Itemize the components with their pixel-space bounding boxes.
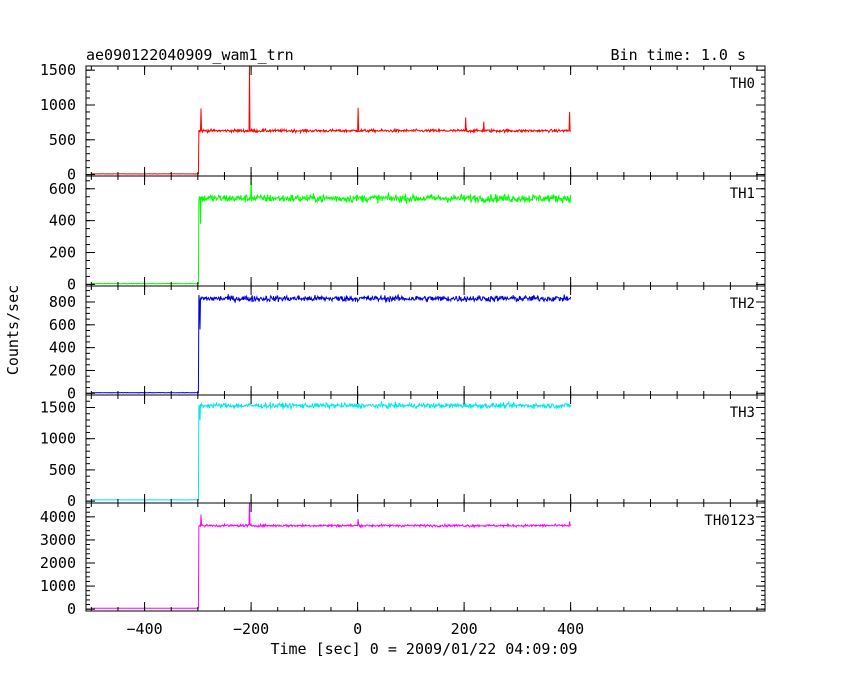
panel-th0123: 0 1000 2000 3000 4000 TH0123 bbox=[40, 502, 766, 618]
y-tick-label: 1000 bbox=[40, 430, 76, 448]
y-tick-label: 1000 bbox=[40, 577, 76, 595]
series-line-th3 bbox=[91, 400, 572, 501]
panel-th0: 0 500 1000 1500 TH0 bbox=[40, 61, 766, 184]
y-tick-label: 0 bbox=[67, 275, 76, 293]
chart-title: ae090122040909_wam1_trn bbox=[86, 46, 294, 64]
series-line-th1 bbox=[91, 176, 572, 285]
series-line-th2 bbox=[91, 294, 572, 394]
panel-th1: 0 200 400 600 TH1 bbox=[49, 175, 766, 293]
panel-th3: 0 500 1000 1500 TH3 bbox=[40, 394, 766, 510]
bin-time-label: Bin time: 1.0 s bbox=[611, 46, 746, 64]
panel-label-th0123: TH0123 bbox=[704, 513, 755, 529]
x-tick-label: −400 bbox=[127, 620, 163, 638]
panel-label-th1: TH1 bbox=[730, 186, 755, 202]
y-tick-label: 0 bbox=[67, 492, 76, 510]
y-tick-label: 200 bbox=[49, 361, 76, 379]
series-line-th0123 bbox=[91, 503, 572, 609]
y-tick-label: 2000 bbox=[40, 554, 76, 572]
panel-label-th2: TH2 bbox=[730, 296, 755, 312]
panel-th2: 0 200 400 600 800 TH2 bbox=[49, 285, 766, 402]
y-tick-label: 0 bbox=[67, 600, 76, 618]
y-tick-label: 400 bbox=[49, 212, 76, 230]
y-tick-label: 1500 bbox=[40, 61, 76, 79]
y-tick-label: 500 bbox=[49, 461, 76, 479]
y-tick-label: 0 bbox=[67, 166, 76, 184]
x-axis-title: Time [sec] 0 = 2009/01/22 04:09:09 bbox=[270, 640, 577, 658]
panel-frame bbox=[85, 394, 766, 504]
y-tick-label: 200 bbox=[49, 244, 76, 262]
y-tick-label: 1500 bbox=[40, 398, 76, 416]
y-axis-title: Counts/sec bbox=[4, 285, 22, 375]
panel-frame bbox=[85, 175, 766, 287]
x-tick-labels: −400 −200 0 200 400 bbox=[127, 620, 585, 638]
y-tick-label: 800 bbox=[49, 293, 76, 311]
y-tick-label: 4000 bbox=[40, 508, 76, 526]
y-tick-label: 500 bbox=[49, 131, 76, 149]
y-tick-label: 0 bbox=[67, 384, 76, 402]
y-tick-label: 3000 bbox=[40, 531, 76, 549]
y-tick-label: 600 bbox=[49, 180, 76, 198]
panel-label-th3: TH3 bbox=[730, 405, 755, 421]
y-tick-label: 600 bbox=[49, 316, 76, 334]
panel-frame bbox=[85, 65, 766, 177]
series-line-th0 bbox=[91, 66, 572, 175]
panels-layer: 0 500 1000 1500 TH0 0 200 400 600 TH1 0 200 400 600 80… bbox=[40, 61, 766, 618]
y-tick-label: 1000 bbox=[40, 96, 76, 114]
x-tick-label: 200 bbox=[451, 620, 478, 638]
x-tick-label: 0 bbox=[353, 620, 362, 638]
x-tick-label: −200 bbox=[233, 620, 269, 638]
y-tick-label: 400 bbox=[49, 339, 76, 357]
x-tick-label: 400 bbox=[557, 620, 584, 638]
panel-frame bbox=[85, 285, 766, 396]
panel-frame bbox=[85, 502, 766, 612]
panel-label-th0: TH0 bbox=[730, 76, 755, 92]
